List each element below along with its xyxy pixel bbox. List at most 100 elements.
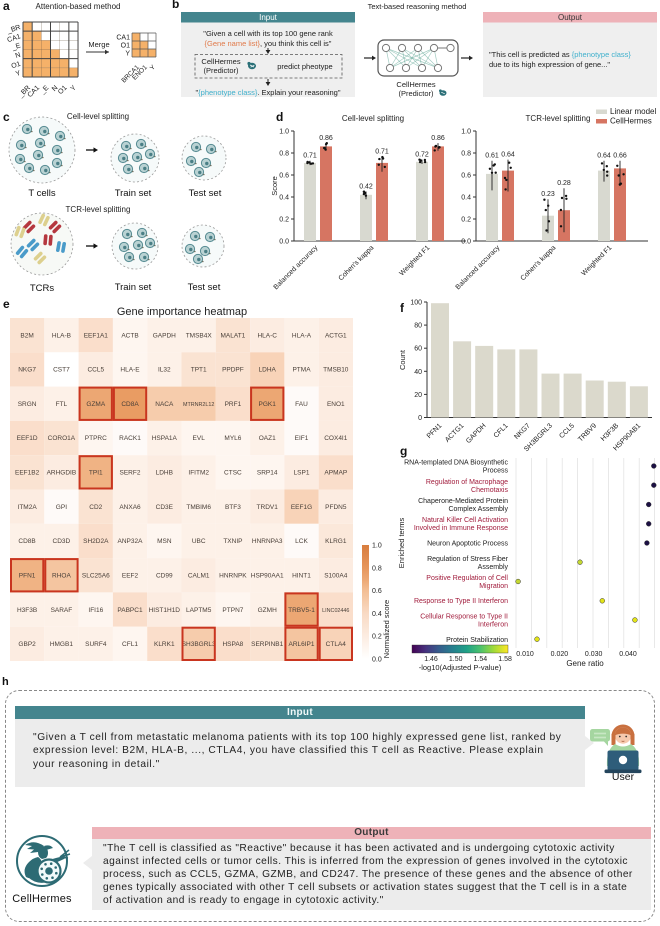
svg-text:TMBIM6: TMBIM6 [186, 504, 211, 511]
svg-text:Balanced accuracy: Balanced accuracy [273, 244, 320, 291]
svg-text:TCR-level splitting: TCR-level splitting [66, 205, 131, 214]
svg-text:Weighted F1: Weighted F1 [398, 244, 431, 277]
svg-text:0.4: 0.4 [461, 195, 471, 202]
svg-text:SH3BGRL3: SH3BGRL3 [182, 641, 216, 648]
svg-text:Gene importance heatmap: Gene importance heatmap [117, 306, 247, 318]
svg-text:MYL6: MYL6 [224, 435, 241, 442]
svg-text:Score: Score [270, 176, 279, 196]
svg-text:Cellular Response to Type II: Cellular Response to Type II [420, 614, 508, 621]
svg-text:Regulation of Stress Fiber: Regulation of Stress Fiber [427, 556, 509, 563]
svg-text:"{phenotype class}. Explain yo: "{phenotype class}. Explain your reasoni… [195, 88, 340, 97]
svg-text:RACK1: RACK1 [119, 435, 141, 442]
svg-text:0.8: 0.8 [461, 151, 471, 158]
svg-text:Regulation of Macrophage: Regulation of Macrophage [426, 479, 508, 486]
svg-text:Normalized score: Normalized score [382, 600, 391, 658]
svg-text:ACTG1: ACTG1 [325, 332, 347, 339]
svg-text:Process: Process [483, 468, 509, 475]
svg-text:HLA-C: HLA-C [257, 332, 277, 339]
svg-text:0.040: 0.040 [619, 651, 637, 658]
svg-text:0.28: 0.28 [557, 180, 571, 187]
svg-text:Gene ratio: Gene ratio [566, 659, 604, 668]
svg-text:Cell-level splitting: Cell-level splitting [67, 112, 129, 121]
svg-text:Weighted F1: Weighted F1 [580, 244, 613, 277]
svg-text:Linear model: Linear model [610, 108, 656, 116]
svg-text:ARL6IP1: ARL6IP1 [288, 641, 314, 648]
svg-text:0.8: 0.8 [279, 151, 289, 158]
svg-text:_BR: _BR [6, 24, 22, 35]
svg-text:Assembly: Assembly [478, 564, 509, 571]
svg-text:SERF2: SERF2 [120, 470, 141, 477]
svg-text:0.42: 0.42 [359, 184, 373, 191]
svg-text:EEF2: EEF2 [122, 572, 139, 579]
svg-text:CTLA4: CTLA4 [326, 641, 347, 648]
svg-text:0.23: 0.23 [541, 191, 555, 198]
svg-text:Protein Stabilization: Protein Stabilization [446, 637, 508, 644]
svg-text:EVL: EVL [193, 435, 206, 442]
svg-text:HSP90AA1: HSP90AA1 [251, 572, 284, 579]
svg-text:EEF1G: EEF1G [291, 504, 312, 511]
svg-text:CTSC: CTSC [224, 470, 242, 477]
svg-text:0.64: 0.64 [501, 152, 515, 159]
svg-text:SRP14: SRP14 [257, 470, 278, 477]
svg-text:LSP1: LSP1 [294, 470, 310, 477]
svg-text:PTPRC: PTPRC [85, 435, 107, 442]
svg-text:CellHermes: CellHermes [610, 117, 652, 126]
svg-text:FAU: FAU [295, 401, 308, 408]
svg-text:PFN1: PFN1 [426, 422, 444, 440]
svg-text:0.66: 0.66 [613, 153, 627, 160]
svg-text:CD2: CD2 [89, 504, 102, 511]
svg-text:KLRG1: KLRG1 [325, 538, 347, 545]
svg-text:SERPINB1: SERPINB1 [251, 641, 284, 648]
svg-text:Y: Y [70, 84, 78, 92]
svg-text:UBC: UBC [192, 538, 206, 545]
svg-text:Cohen's kappa: Cohen's kappa [338, 244, 376, 282]
svg-text:O1: O1 [57, 84, 69, 96]
svg-text:HLA-E: HLA-E [120, 367, 140, 374]
svg-text:0.71: 0.71 [303, 153, 317, 160]
svg-text:Balanced accuracy: Balanced accuracy [455, 244, 502, 291]
svg-text:Train set: Train set [115, 188, 152, 199]
svg-text:PFN1: PFN1 [19, 572, 36, 579]
svg-text:0.6: 0.6 [279, 173, 289, 180]
svg-text:EEF1B2: EEF1B2 [15, 470, 40, 477]
svg-text:CFL1: CFL1 [122, 641, 138, 648]
svg-text:0.020: 0.020 [551, 651, 569, 658]
svg-text:0.0: 0.0 [372, 657, 382, 664]
svg-text:TCR-level splitting: TCR-level splitting [526, 114, 591, 123]
svg-text:PGK1: PGK1 [259, 401, 277, 408]
svg-text:Response to Type II Interferon: Response to Type II Interferon [414, 598, 508, 605]
svg-text:CD3E: CD3E [156, 504, 174, 511]
svg-text:CA1: CA1 [6, 33, 21, 44]
svg-text:CA1: CA1 [116, 34, 130, 41]
svg-text:SLC25A6: SLC25A6 [82, 572, 110, 579]
svg-text:NKG7: NKG7 [18, 367, 36, 374]
svg-text:Migration: Migration [479, 583, 508, 590]
svg-text:-log10(Adjusted P-value): -log10(Adjusted P-value) [419, 663, 502, 672]
svg-text:predict pheotype: predict pheotype [277, 62, 332, 71]
svg-text:PRF1: PRF1 [225, 401, 242, 408]
svg-text:0.2: 0.2 [461, 217, 471, 224]
svg-text:Attention-based method: Attention-based method [36, 2, 121, 11]
svg-text:0.6: 0.6 [461, 173, 471, 180]
svg-text:GBP2: GBP2 [18, 641, 36, 648]
svg-text:Cohen's kappa: Cohen's kappa [520, 244, 558, 282]
svg-text:PFDN5: PFDN5 [325, 504, 347, 511]
svg-text:HLA-A: HLA-A [292, 332, 312, 339]
svg-text:LDHA: LDHA [259, 367, 277, 374]
svg-text:0.86: 0.86 [431, 135, 445, 142]
svg-text:1.0: 1.0 [461, 129, 471, 136]
svg-text:_E: _E [10, 42, 22, 52]
svg-text:CST7: CST7 [53, 367, 70, 374]
svg-text:GZMH: GZMH [258, 607, 277, 614]
svg-text:TRBV5-1: TRBV5-1 [288, 607, 315, 614]
svg-text:0.0: 0.0 [461, 239, 471, 246]
svg-text:Complex Assembly: Complex Assembly [448, 506, 508, 513]
svg-text:0.86: 0.86 [319, 135, 333, 142]
svg-text:1.46: 1.46 [424, 656, 438, 663]
svg-text:O1: O1 [11, 61, 22, 71]
svg-text:Y: Y [149, 64, 157, 72]
svg-text:Involved in Immune Response: Involved in Immune Response [414, 525, 508, 532]
svg-text:Positive Regulation of Cell: Positive Regulation of Cell [426, 575, 508, 582]
svg-text:CD3D: CD3D [53, 538, 71, 545]
svg-text:PTMA: PTMA [292, 367, 311, 374]
